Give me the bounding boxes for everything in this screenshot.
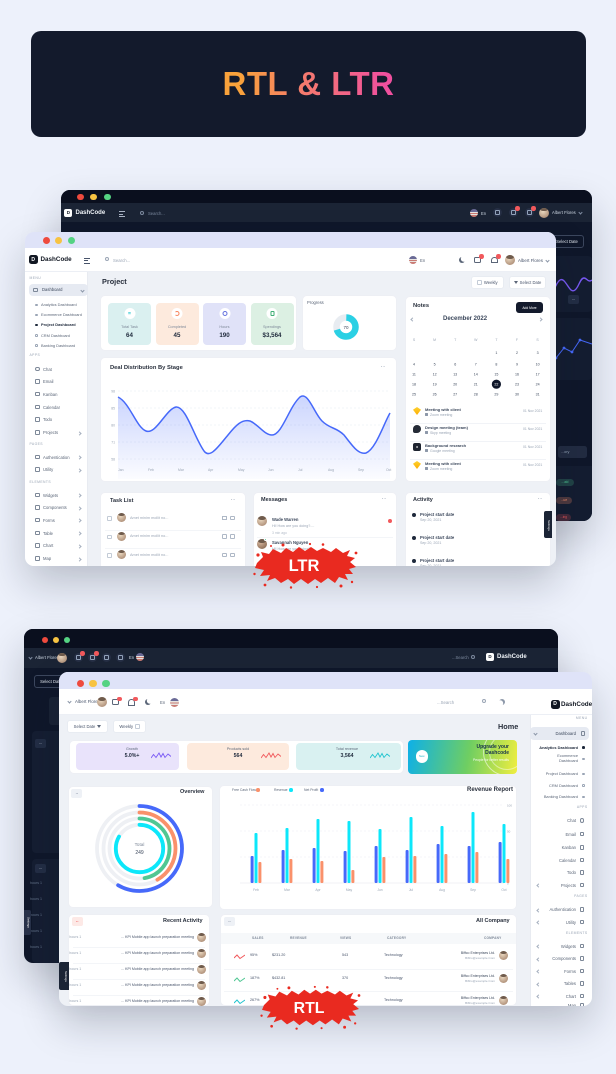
svg-text:21: 21 — [474, 383, 478, 387]
svg-text:27: 27 — [453, 393, 457, 397]
svg-text:6: 6 — [454, 363, 456, 367]
svg-text:Jul: Jul — [409, 888, 413, 892]
svg-text:Jan: Jan — [118, 468, 124, 472]
svg-text:Apr: Apr — [315, 888, 321, 892]
svg-text:17: 17 — [536, 373, 540, 377]
svg-text:LTR: LTR — [289, 557, 320, 575]
svg-text:T: T — [495, 338, 498, 342]
svg-text:Feb: Feb — [148, 468, 154, 472]
svg-text:F: F — [516, 338, 518, 342]
svg-text:1: 1 — [495, 351, 497, 355]
svg-text:Apr: Apr — [208, 468, 214, 472]
svg-text:Mar: Mar — [284, 888, 291, 892]
svg-text:Jun: Jun — [268, 468, 274, 472]
svg-text:Oct: Oct — [501, 888, 506, 892]
svg-text:Aug: Aug — [328, 468, 334, 472]
svg-text:S: S — [536, 338, 539, 342]
svg-text:80: 80 — [111, 424, 115, 428]
svg-text:98: 98 — [111, 390, 115, 394]
svg-text:30: 30 — [515, 393, 519, 397]
svg-text:249: 249 — [135, 850, 144, 856]
svg-text:S: S — [413, 338, 416, 342]
svg-text:10: 10 — [536, 363, 540, 367]
svg-text:100: 100 — [507, 804, 512, 808]
svg-text:RTL: RTL — [294, 1000, 325, 1017]
svg-text:58: 58 — [111, 458, 115, 462]
svg-text:23: 23 — [515, 383, 519, 387]
svg-text:71: 71 — [111, 441, 115, 445]
svg-text:22: 22 — [494, 383, 498, 387]
svg-text:Total: Total — [135, 842, 145, 847]
svg-text:15: 15 — [494, 373, 498, 377]
svg-text:8: 8 — [495, 363, 497, 367]
svg-text:Feb: Feb — [253, 888, 259, 892]
svg-text:85: 85 — [111, 407, 115, 411]
svg-text:0: 0 — [507, 882, 509, 886]
svg-text:26: 26 — [433, 393, 437, 397]
svg-text:9: 9 — [516, 363, 518, 367]
svg-text:13: 13 — [453, 373, 457, 377]
svg-text:20: 20 — [453, 383, 457, 387]
svg-text:M: M — [433, 338, 436, 342]
svg-text:29: 29 — [494, 393, 498, 397]
svg-text:7: 7 — [475, 363, 477, 367]
svg-text:Jun: Jun — [377, 888, 382, 892]
svg-text:W: W — [474, 338, 478, 342]
svg-text:4: 4 — [413, 363, 415, 367]
svg-text:T: T — [454, 338, 457, 342]
svg-text:11: 11 — [412, 373, 416, 377]
svg-text:28: 28 — [474, 393, 478, 397]
svg-text:Aug: Aug — [439, 888, 445, 892]
svg-text:Mar: Mar — [178, 468, 185, 472]
svg-text:16: 16 — [515, 373, 519, 377]
svg-text:Sep: Sep — [470, 888, 476, 892]
svg-text:12: 12 — [433, 373, 437, 377]
svg-text:18: 18 — [412, 383, 416, 387]
svg-text:50: 50 — [507, 830, 511, 834]
svg-text:31: 31 — [536, 393, 540, 397]
svg-text:14: 14 — [474, 373, 478, 377]
svg-text:25: 25 — [412, 393, 416, 397]
svg-text:Jul: Jul — [298, 468, 303, 472]
svg-text:3: 3 — [537, 351, 539, 355]
svg-text:19: 19 — [433, 383, 437, 387]
svg-text:Oct: Oct — [386, 468, 391, 472]
svg-text:May: May — [346, 888, 353, 892]
svg-text:Sep: Sep — [358, 468, 364, 472]
svg-text:70: 70 — [343, 325, 349, 330]
svg-text:5: 5 — [434, 363, 436, 367]
svg-text:May: May — [238, 468, 245, 472]
svg-text:24: 24 — [536, 383, 540, 387]
svg-text:2: 2 — [516, 351, 518, 355]
